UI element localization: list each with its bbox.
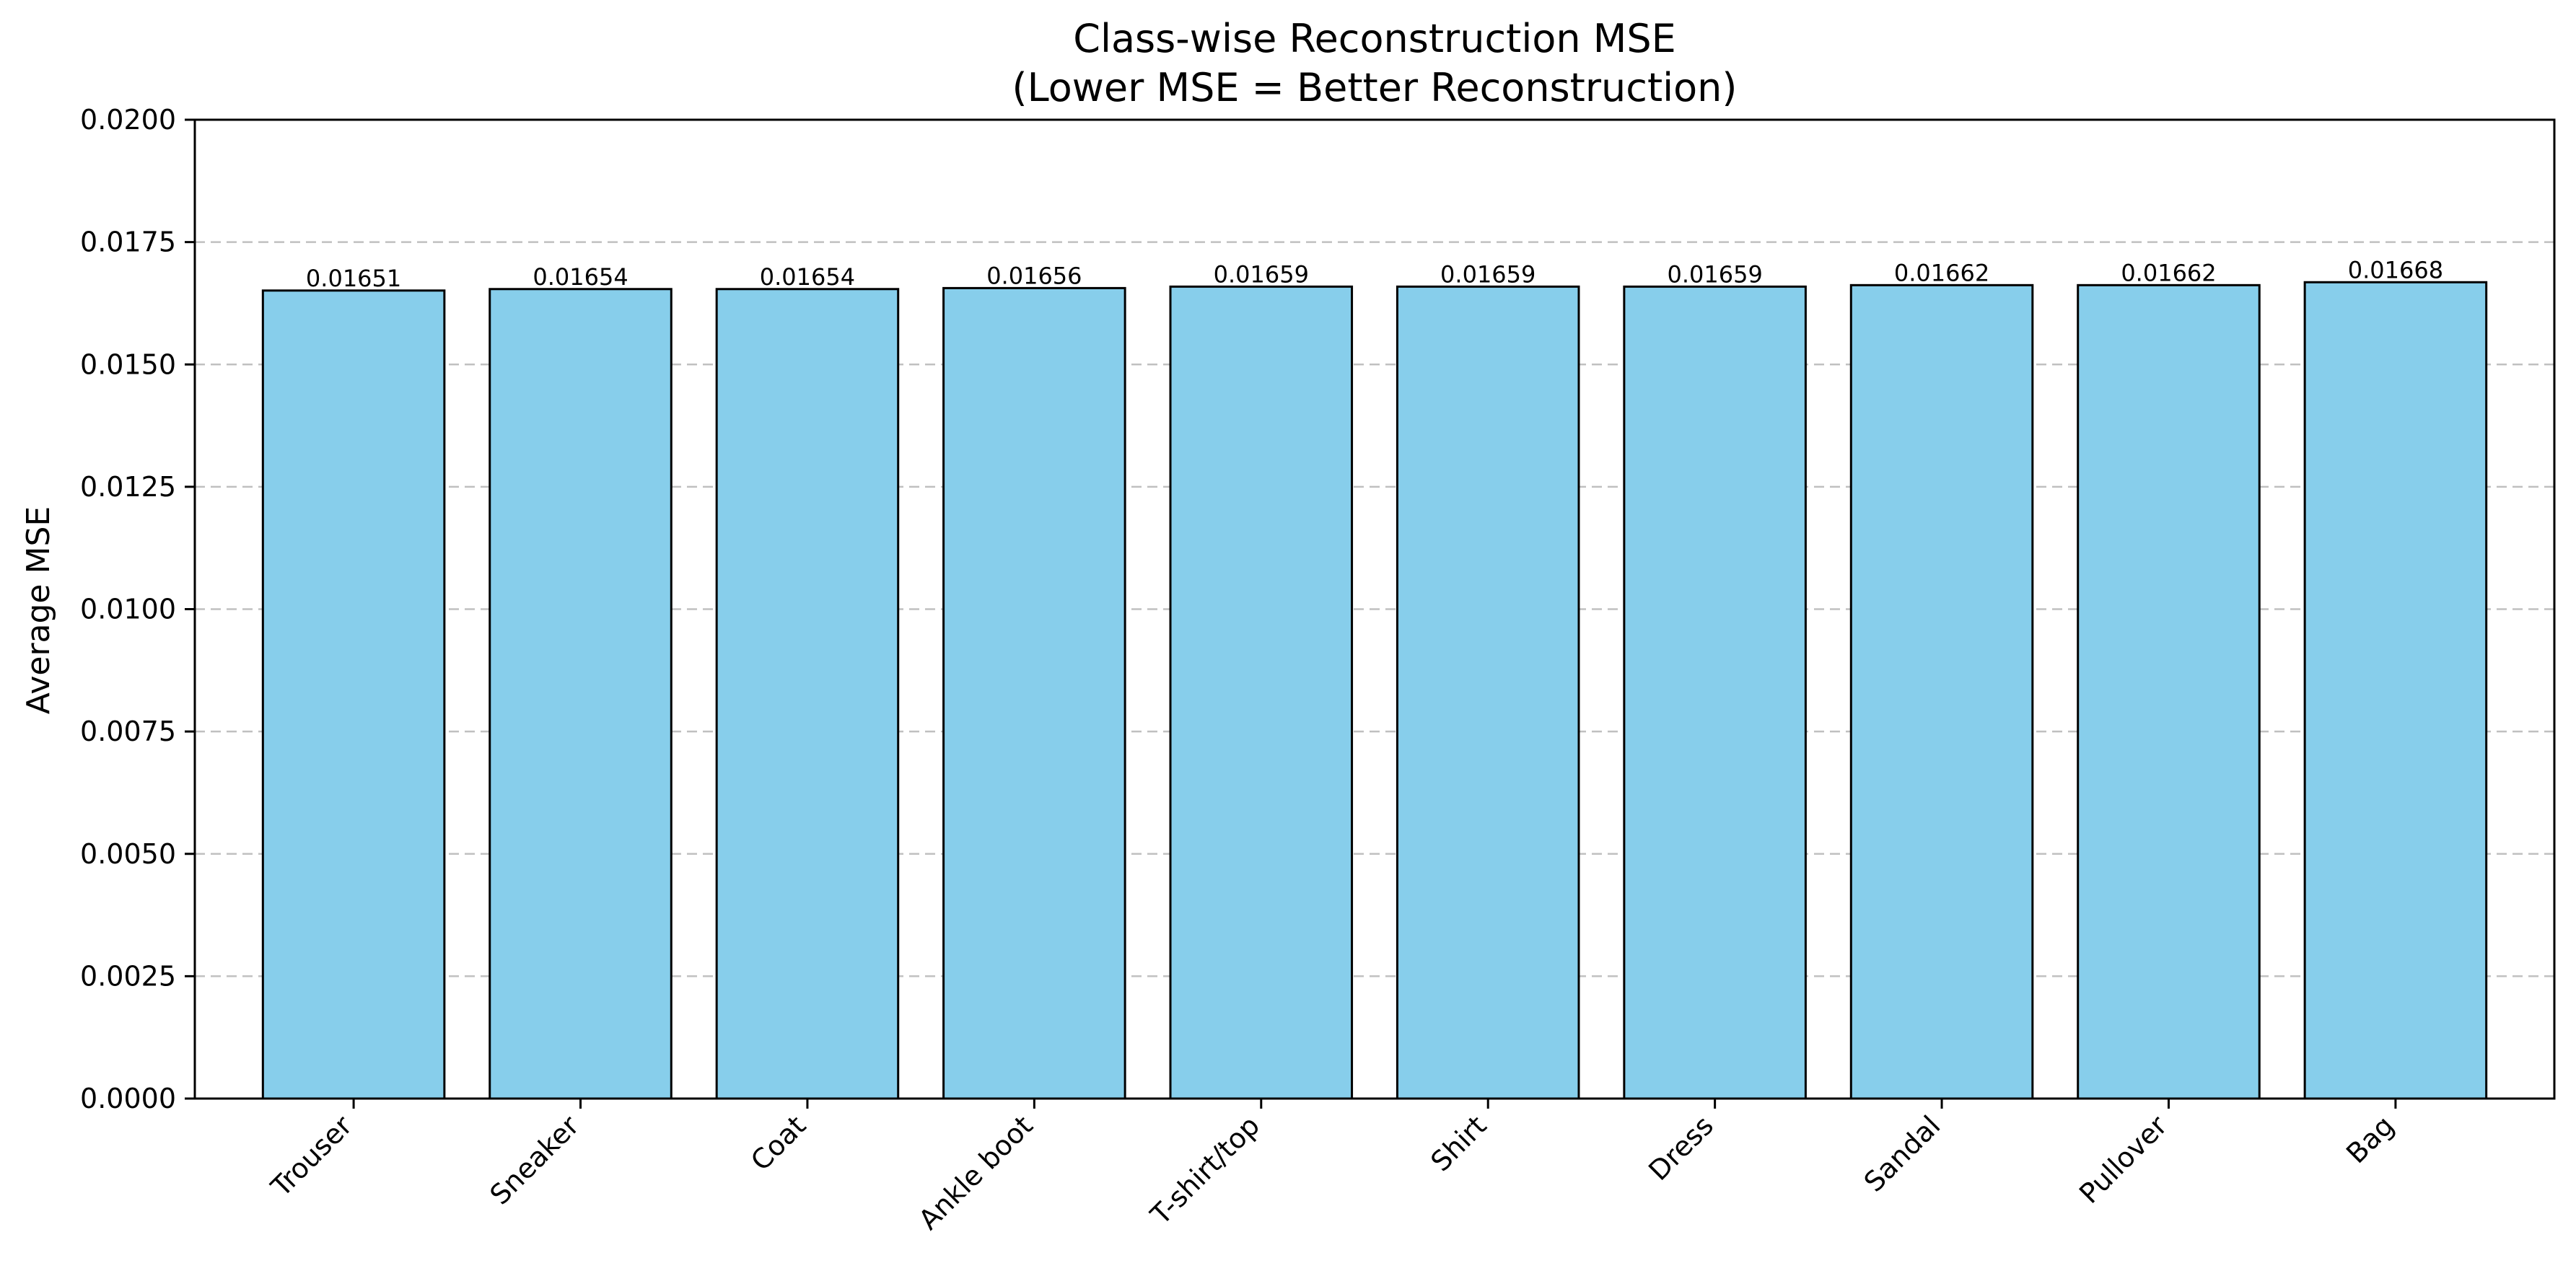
bar-value-label: 0.01659 — [1440, 260, 1535, 288]
bar-value-label: 0.01651 — [306, 265, 401, 292]
bar-value-label: 0.01659 — [1667, 260, 1762, 288]
x-tick-label: Ankle boot — [913, 1109, 1039, 1236]
y-tick-label: 0.0025 — [80, 960, 176, 992]
y-tick-label: 0.0000 — [80, 1083, 176, 1114]
y-tick-label: 0.0075 — [80, 716, 176, 747]
bar-value-label: 0.01654 — [533, 263, 628, 291]
chart-subtitle: (Lower MSE = Better Reconstruction) — [1012, 65, 1738, 110]
grid-lines — [195, 241, 2554, 977]
plot-frame — [193, 118, 2556, 1100]
x-tick-label: Shirt — [1424, 1109, 1492, 1177]
y-tick-label: 0.0125 — [80, 471, 176, 503]
bar-value-label: 0.01662 — [2121, 259, 2216, 286]
bar-value-label: 0.01659 — [1214, 260, 1309, 288]
bar — [1169, 285, 1354, 1100]
x-tick-label: Pullover — [2073, 1109, 2173, 1210]
bar — [715, 288, 900, 1100]
bar-value-label: 0.01662 — [1894, 259, 1989, 286]
bar — [1396, 285, 1580, 1100]
bars — [261, 281, 2488, 1100]
bar — [1623, 285, 1807, 1100]
x-tick-label: T-shirt/top — [1144, 1109, 1266, 1231]
bar — [1849, 283, 2034, 1100]
y-tick-label: 0.0100 — [80, 594, 176, 625]
x-tick-label: Sandal — [1858, 1109, 1947, 1198]
bar-value-label: 0.01668 — [2348, 256, 2443, 283]
bar — [2077, 283, 2261, 1100]
chart-title: Class-wise Reconstruction MSE — [1073, 16, 1676, 61]
bar — [489, 288, 673, 1100]
y-tick-label: 0.0050 — [80, 838, 176, 870]
y-tick-label: 0.0175 — [80, 226, 176, 258]
x-tick-label: Trouser — [265, 1109, 359, 1203]
y-axis-ticks: 0.0000 0.0025 0.0050 0.0075 0.0100 0.0125 0.01… — [80, 104, 195, 1114]
y-axis-label: Average MSE — [20, 506, 57, 714]
bar — [261, 289, 446, 1100]
bar — [942, 286, 1126, 1100]
y-tick-label: 0.0200 — [80, 104, 176, 136]
data-labels: 0.01651 0.01654 0.01654 0.01656 0.01659 0.016… — [306, 256, 2443, 292]
x-axis-ticks: Trouser Sneaker Coat Ankle boot T-shirt/top S… — [265, 1099, 2400, 1236]
bar-value-label: 0.01654 — [760, 263, 855, 291]
x-tick-label: Bag — [2340, 1109, 2400, 1169]
x-tick-label: Sneaker — [484, 1109, 586, 1211]
y-tick-label: 0.0150 — [80, 348, 176, 380]
bar — [2303, 281, 2488, 1100]
bar-value-label: 0.01656 — [986, 262, 1082, 289]
x-tick-label: Dress — [1642, 1109, 1719, 1187]
x-tick-label: Coat — [745, 1109, 812, 1176]
